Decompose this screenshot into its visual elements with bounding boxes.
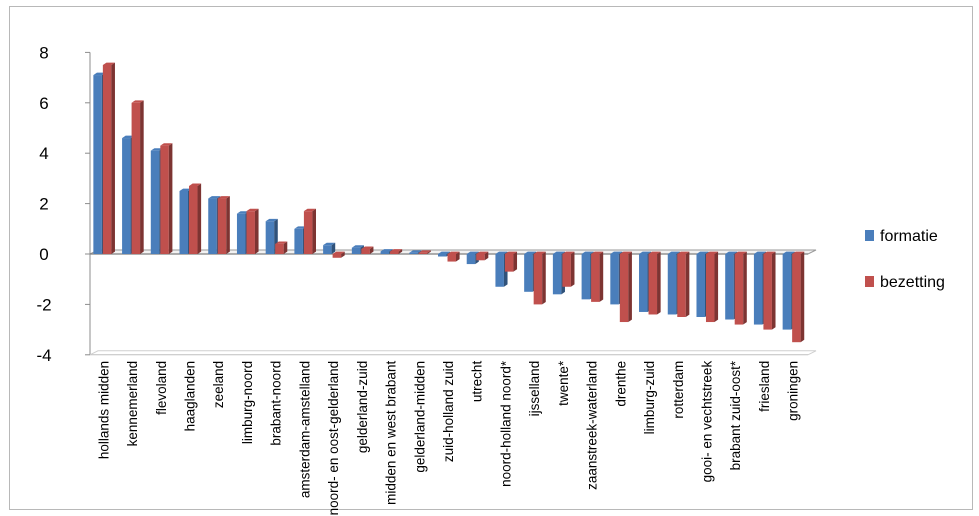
floor-edge — [89, 350, 817, 356]
bar-bezetting-0 — [102, 62, 115, 254]
bar-bezetting-15 — [533, 251, 546, 305]
bar-bezetting-17 — [591, 251, 604, 302]
category-label: gelderland-zuid — [355, 361, 370, 453]
category-label: twente* — [556, 360, 571, 406]
category-label: zaanstreek-waterland — [585, 361, 600, 490]
bar-bezetting-11 — [418, 250, 431, 254]
category-label: amsterdam-amstelland — [297, 361, 312, 498]
chart-frame — [9, 6, 973, 510]
bar-formatie-11 — [409, 250, 422, 254]
bar-bezetting-22 — [734, 251, 747, 325]
bar-bezetting-23 — [763, 251, 776, 330]
category-label: brabant zuid-oost* — [728, 360, 743, 470]
category-label: midden en west brabant — [384, 361, 399, 505]
category-label: groningen — [786, 361, 801, 421]
bar-formatie-8 — [323, 242, 336, 254]
bar-bezetting-10 — [390, 249, 403, 254]
bar-bezetting-3 — [189, 183, 202, 254]
bar-bezetting-1 — [131, 100, 144, 255]
category-label: noord-holland noord* — [498, 360, 513, 487]
bar-bezetting-18 — [619, 251, 632, 323]
y-tick-label: -2 — [36, 295, 51, 314]
category-label: limburg-zuid — [642, 361, 657, 435]
bar-bezetting-9 — [361, 246, 374, 254]
y-tick-label: 2 — [39, 195, 48, 214]
x-axis-categories: hollands midden kennemerland flevoland haag… — [96, 360, 800, 515]
bar-bezetting-5 — [246, 208, 259, 254]
category-label: ijsselland — [527, 361, 542, 417]
legend-label-bezetting: bezetting — [880, 274, 945, 291]
chart-bars — [93, 62, 805, 343]
y-axis-ticks: -4 -2 0 2 4 6 8 — [36, 43, 90, 365]
bar-bezetting-8 — [332, 251, 345, 258]
legend-swatch-bezetting — [865, 276, 874, 287]
y-tick-label: 0 — [39, 245, 48, 264]
legend-swatch-formatie — [865, 230, 874, 241]
category-label: gooi- en vechtstreek — [699, 361, 714, 483]
bar-bezetting-13 — [476, 251, 489, 261]
bar-bezetting-21 — [705, 251, 719, 323]
bar-bezetting-6 — [275, 241, 288, 254]
category-label: gelderland-midden — [412, 361, 427, 473]
y-tick-label: 8 — [39, 43, 48, 62]
category-label: zeeland — [211, 361, 226, 408]
category-label: utrecht — [470, 361, 485, 403]
y-tick-label: 6 — [39, 94, 48, 113]
legend: formatie bezetting — [865, 228, 945, 291]
legend-label-formatie: formatie — [880, 228, 938, 245]
bar-bezetting-2 — [160, 143, 173, 254]
category-label: zuid-holland zuid — [441, 361, 456, 462]
category-label: noord- en oost-gelderland — [326, 361, 341, 516]
y-tick-label: 4 — [39, 144, 48, 163]
category-label: drenthe — [613, 361, 628, 407]
category-label: rotterdam — [671, 361, 686, 419]
bar-bezetting-24 — [792, 251, 805, 343]
bar-bezetting-16 — [562, 251, 575, 287]
category-label: friesland — [757, 361, 772, 412]
category-label: hollands midden — [96, 361, 111, 459]
category-label: kennemerland — [125, 361, 140, 447]
bar-bezetting-20 — [677, 251, 690, 317]
category-label: brabant-noord — [269, 361, 284, 446]
bar-bezetting-12 — [447, 251, 460, 262]
category-label: limburg-noord — [240, 361, 255, 444]
bar-bezetting-4 — [217, 196, 230, 254]
y-tick-label: -4 — [36, 346, 51, 365]
bar-bezetting-19 — [648, 251, 661, 315]
bar-bezetting-7 — [303, 208, 316, 254]
category-label: flevoland — [154, 361, 169, 415]
bar-bezetting-14 — [504, 251, 518, 272]
category-label: haaglanden — [183, 361, 198, 432]
